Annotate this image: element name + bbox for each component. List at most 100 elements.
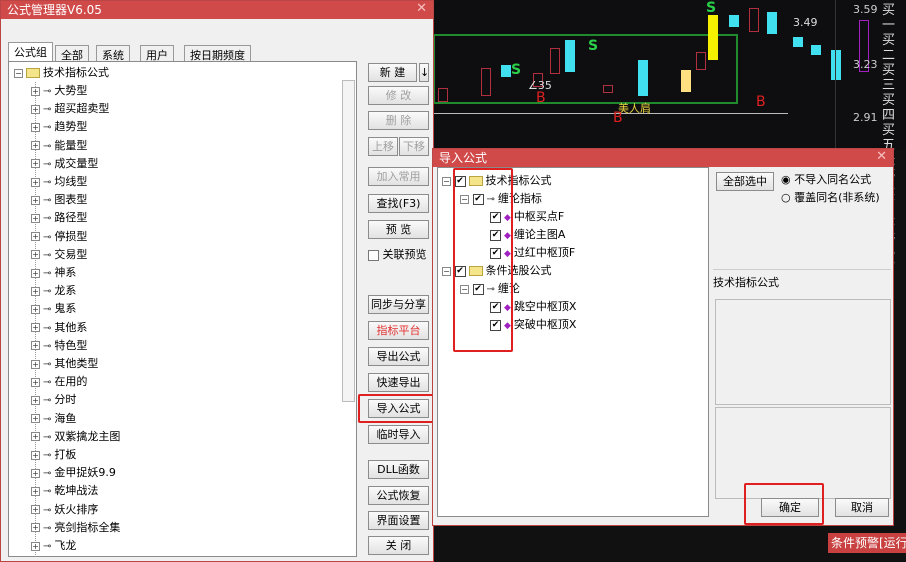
expand-icon[interactable]: + xyxy=(31,304,40,314)
tree-item[interactable]: + ⊸ 图表型 xyxy=(31,192,87,208)
expand-icon[interactable]: + xyxy=(31,395,40,405)
stock-chart[interactable]: 美人肩 3.49 ∠35 S S S B B B 3.59 3.23 2.91 xyxy=(433,0,906,150)
cancel-button[interactable]: 取消 xyxy=(835,498,889,517)
tree-item[interactable]: + ⊸ 神系 xyxy=(31,265,76,281)
import-tree-item[interactable]: ✔ ◆ 过红中枢顶F xyxy=(478,245,575,261)
close-button[interactable]: 关 闭 xyxy=(368,536,429,555)
tree-item[interactable]: + ⊸ 均线型 xyxy=(31,174,87,190)
import-tree-item[interactable]: ✔ ◆ 缠论主图A xyxy=(478,227,565,243)
tree-item[interactable]: + ⊸ 双紫擒龙主图 xyxy=(31,429,120,445)
expand-icon[interactable]: + xyxy=(31,341,40,351)
ok-button[interactable]: 确定 xyxy=(761,498,819,517)
tree-item[interactable]: + ⊸ 乾坤战法 xyxy=(31,483,98,499)
tree-item[interactable]: + ⊸ 龙系 xyxy=(31,283,76,299)
checkbox[interactable]: ✔ xyxy=(472,193,484,205)
tree-item[interactable]: + ⊸ 超买超卖型 xyxy=(31,101,109,117)
indicator-platform-button[interactable]: 指标平台 xyxy=(368,321,429,340)
checkbox[interactable]: ✔ xyxy=(454,265,466,277)
tree-item[interactable]: + ⊸ 打板 xyxy=(31,447,76,463)
tab-user[interactable]: 用户 xyxy=(140,45,174,62)
temp-import-button[interactable]: 临时导入 xyxy=(368,425,429,444)
expand-icon[interactable]: + xyxy=(31,323,40,333)
delete-button[interactable]: 删 除 xyxy=(368,111,429,130)
ui-settings-button[interactable]: 界面设置 xyxy=(368,511,429,530)
collapse-icon[interactable]: − xyxy=(460,194,469,204)
tree-item[interactable]: + ⊸ 交易型 xyxy=(31,247,87,263)
checkbox[interactable]: ✔ xyxy=(490,211,501,223)
select-all-button[interactable]: 全部选中 xyxy=(716,172,774,191)
tree-item[interactable]: + ⊸ 成交量型 xyxy=(31,156,98,172)
new-dropdown-button[interactable]: ↓ xyxy=(419,63,429,82)
collapse-icon[interactable]: − xyxy=(442,176,451,186)
tree-item[interactable]: + ⊸ 鬼系 xyxy=(31,301,76,317)
import-tree-item[interactable]: ✔ ◆ 突破中枢顶X xyxy=(478,317,576,333)
expand-icon[interactable]: + xyxy=(31,213,40,223)
preview-button[interactable]: 预 览 xyxy=(368,220,429,239)
expand-icon[interactable]: + xyxy=(31,523,40,533)
import-tree-item[interactable]: − ✔ ⊸ 缠论指标 xyxy=(460,191,542,207)
expand-icon[interactable]: + xyxy=(31,541,40,551)
expand-icon[interactable]: + xyxy=(31,486,40,496)
export-formula-button[interactable]: 导出公式 xyxy=(368,347,429,366)
checkbox[interactable]: ✔ xyxy=(490,229,501,241)
expand-icon[interactable]: + xyxy=(31,505,40,515)
add-favorite-button[interactable]: 加入常用 xyxy=(368,167,429,186)
import-tree-item[interactable]: ✔ ◆ 中枢买点F xyxy=(478,209,564,225)
tab-by-date[interactable]: 按日期频度 xyxy=(184,45,251,62)
expand-icon[interactable]: + xyxy=(31,377,40,387)
tree-root[interactable]: − 技术指标公式 xyxy=(14,66,109,79)
expand-icon[interactable]: + xyxy=(31,468,40,478)
checkbox[interactable]: ✔ xyxy=(490,319,501,331)
tree-item[interactable]: + ⊸ 海鱼 xyxy=(31,411,76,427)
alert-panel-title[interactable]: 条件预警[运行 xyxy=(828,533,906,553)
collapse-icon[interactable]: − xyxy=(460,284,469,294)
tab-system[interactable]: 系统 xyxy=(96,45,130,62)
new-button[interactable]: 新 建 xyxy=(368,63,417,82)
expand-icon[interactable]: + xyxy=(31,86,40,96)
formula-tree[interactable]: − 技术指标公式 + ⊸ 大势型 + ⊸ 超买超卖型 + ⊸ 趋势型 + ⊸ 能量型 + ⊸ 成交量型 + ⊸ 均线… xyxy=(8,61,357,557)
tree-item[interactable]: + ⊸ 特色型 xyxy=(31,338,87,354)
find-button[interactable]: 查找(F3) xyxy=(368,194,429,213)
expand-icon[interactable]: + xyxy=(31,122,40,132)
edit-button[interactable]: 修 改 xyxy=(368,86,429,105)
expand-icon[interactable]: + xyxy=(31,268,40,278)
scrollbar[interactable] xyxy=(342,80,355,402)
tree-item[interactable]: + ⊸ 停损型 xyxy=(31,229,87,245)
option-skip-same-name[interactable]: ◉ 不导入同名公式 xyxy=(781,173,872,186)
tree-item[interactable]: + ⊸ 妖火排序 xyxy=(31,502,98,518)
dll-function-button[interactable]: DLL函数 xyxy=(368,460,429,479)
expand-icon[interactable]: + xyxy=(31,359,40,369)
expand-icon[interactable]: + xyxy=(31,450,40,460)
tree-item[interactable]: + ⊸ 其他类型 xyxy=(31,356,98,372)
tree-item[interactable]: + ⊸ 大势型 xyxy=(31,83,87,99)
expand-icon[interactable]: + xyxy=(31,177,40,187)
import-tree-item[interactable]: − ✔ 条件选股公式 xyxy=(442,263,552,279)
tree-item[interactable]: + ⊸ 在用的 xyxy=(31,374,87,390)
move-up-button[interactable]: 上移 xyxy=(368,137,398,156)
link-preview-checkbox[interactable]: 关联预览 xyxy=(368,246,427,262)
restore-formula-button[interactable]: 公式恢复 xyxy=(368,486,429,505)
tree-item[interactable]: + ⊸ 飞龙 xyxy=(31,538,76,554)
checkbox[interactable]: ✔ xyxy=(472,283,484,295)
collapse-icon[interactable]: − xyxy=(442,266,451,276)
tree-item[interactable]: + ⊸ 分时 xyxy=(31,392,76,408)
expand-icon[interactable]: + xyxy=(31,286,40,296)
expand-icon[interactable]: + xyxy=(31,432,40,442)
expand-icon[interactable]: + xyxy=(31,159,40,169)
import-tree-item[interactable]: − ✔ ⊸ 缠论 xyxy=(460,281,520,297)
tree-item[interactable]: + ⊸ 金甲捉妖9.9 xyxy=(31,465,116,481)
expand-icon[interactable]: + xyxy=(31,141,40,151)
quick-export-button[interactable]: 快速导出 xyxy=(368,373,429,392)
expand-icon[interactable]: + xyxy=(31,195,40,205)
tree-item[interactable]: + ⊸ 趋势型 xyxy=(31,119,87,135)
import-tree-item[interactable]: ✔ ◆ 跳空中枢顶X xyxy=(478,299,576,315)
close-icon[interactable]: ✕ xyxy=(876,149,887,164)
expand-icon[interactable]: + xyxy=(31,250,40,260)
tab-all[interactable]: 全部 xyxy=(55,45,89,62)
expand-icon[interactable]: + xyxy=(31,414,40,424)
tree-item[interactable]: + ⊸ 亮剑指标全集 xyxy=(31,520,120,536)
tree-item[interactable]: + ⊸ 其他系 xyxy=(31,320,87,336)
checkbox[interactable]: ✔ xyxy=(490,247,501,259)
checkbox[interactable]: ✔ xyxy=(490,301,501,313)
tab-group[interactable]: 公式组 xyxy=(8,42,53,62)
